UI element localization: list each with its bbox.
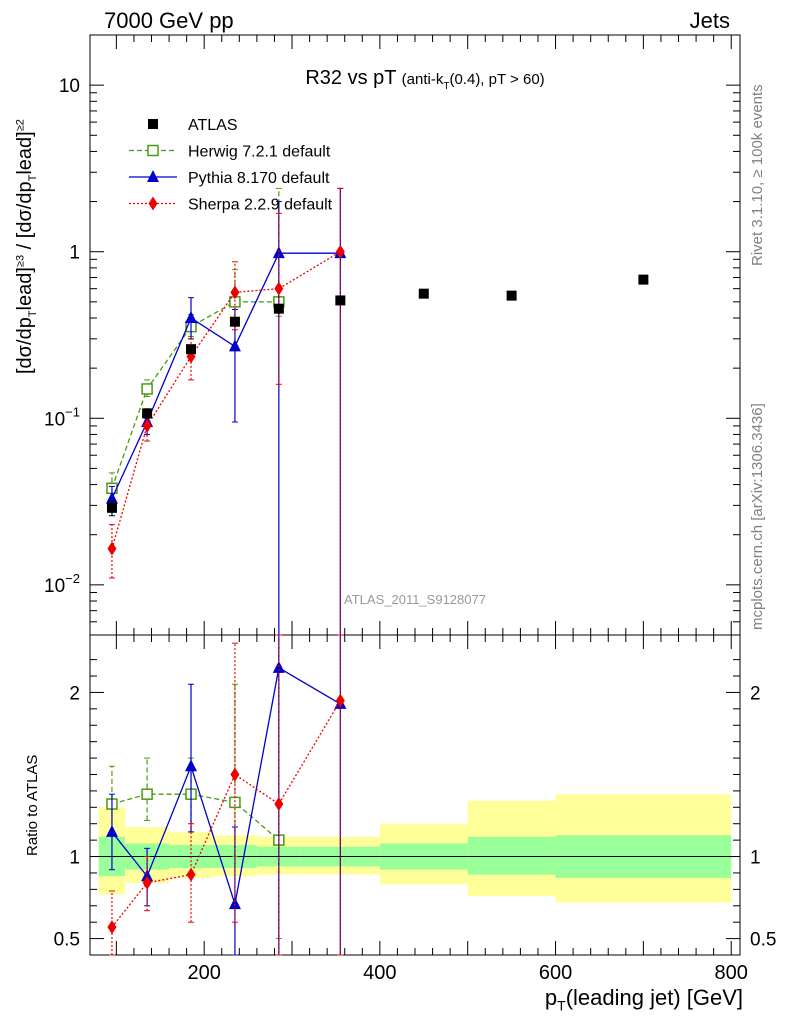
ratio-point-sherpa-2-2-9-default [107,920,117,935]
legend-marker-atlas [148,119,158,129]
legend-label-atlas: ATLAS [188,117,238,134]
main-point-atlas [106,502,117,513]
legend: ATLAS Herwig 7.2.1 default Pythia 8.170 de… [129,117,333,214]
legend-label-sherpa-2-2-9-default: Sherpa 2.2.9 default [188,197,333,214]
main-point-sherpa-2-2-9-default [107,541,117,556]
main-y-tick-label: 1 [69,243,80,264]
analysis-tag: ATLAS_2011_S9128077 [344,592,486,607]
ratio-y-tick-label: 1 [69,848,80,869]
ratio-uncertainty-bands [90,794,740,903]
ratio-point-pythia-8-170-default [105,824,118,837]
ratio-point-sherpa-2-2-9-default [274,797,284,812]
main-point-sherpa-2-2-9-default [274,281,284,296]
header-energy: 7000 GeV pp [104,8,234,33]
ratio-point-pythia-8-170-default [228,897,241,910]
main-point-atlas [335,295,346,306]
ratio-point-pythia-8-170-default [185,759,198,772]
ratio-y-tick-label: 2 [69,683,80,704]
ratio-line-sherpa-2-2-9-default [111,700,341,928]
ratio-line-pythia-8-170-default [111,666,341,905]
x-tick-label: 800 [715,962,748,984]
ratio-point-sherpa-2-2-9-default [142,875,152,890]
header-process: Jets [689,8,730,33]
main-y-tick-label: 10−2 [44,571,80,597]
ratio-y-tick-label-right: 1 [750,848,761,869]
main-y-tick-label: 10 [59,76,80,97]
main-y-tick-label: 10−1 [44,404,80,430]
main-point-sherpa-2-2-9-default [335,244,345,259]
main-point-atlas [273,303,284,314]
legend-label-pythia-8-170-default: Pythia 8.170 default [188,170,330,187]
chart-title: R32 vs pT (anti-kT(0.4), pT > 60) [305,67,544,92]
main-point-pythia-8-170-default [228,339,241,352]
ratio-point-herwig-7-2-1-default [141,788,153,800]
rivet-label: Rivet 3.1.10, ≥ 100k events [749,84,766,266]
ratio-y-tick-label-right: 2 [750,683,761,704]
legend-label-herwig-7-2-1-default: Herwig 7.2.1 default [188,144,331,161]
legend-marker-herwig-7-2-1-default [147,144,159,157]
ratio-y-tick-label: 0.5 [54,930,80,951]
ratio-point-sherpa-2-2-9-default [335,693,345,708]
main-point-herwig-7-2-1-default [141,383,153,395]
main-point-sherpa-2-2-9-default [230,285,240,300]
legend-marker-pythia-8-170-default [147,170,159,182]
main-panel-series [105,187,649,636]
x-tick-label: 400 [363,962,396,984]
x-tick-label: 600 [539,962,572,984]
ratio-point-sherpa-2-2-9-default [230,767,240,782]
ratio-point-pythia-8-170-default [141,869,154,882]
ratio-point-sherpa-2-2-9-default [186,867,196,882]
ratio-y-axis-label: Ratio to ATLAS [24,754,41,856]
main-point-sherpa-2-2-9-default [142,418,152,433]
main-point-atlas [229,316,240,327]
ratio-y-tick-label-right: 0.5 [750,930,776,951]
x-tick-label: 200 [188,962,221,984]
main-y-axis-label: [dσ/dpTlead]≥3 / [dσ/dpTlead]≥2 [14,119,39,374]
main-line-pythia-8-170-default [111,252,341,499]
main-point-atlas [186,344,197,355]
mcplots-label: mcplots.cern.ch [arXiv:1306.3436] [749,403,766,630]
main-point-atlas [418,288,429,299]
x-axis-label: pT(leading jet) [GeV] [544,985,743,1014]
main-point-atlas [506,290,517,301]
main-point-pythia-8-170-default [185,310,198,323]
legend-marker-sherpa-2-2-9-default [148,196,158,211]
main-point-atlas [638,274,649,285]
band-green-7 [467,836,556,875]
main-point-atlas [142,408,153,419]
main-line-sherpa-2-2-9-default [111,251,341,549]
ratio-panel-series [105,634,347,956]
